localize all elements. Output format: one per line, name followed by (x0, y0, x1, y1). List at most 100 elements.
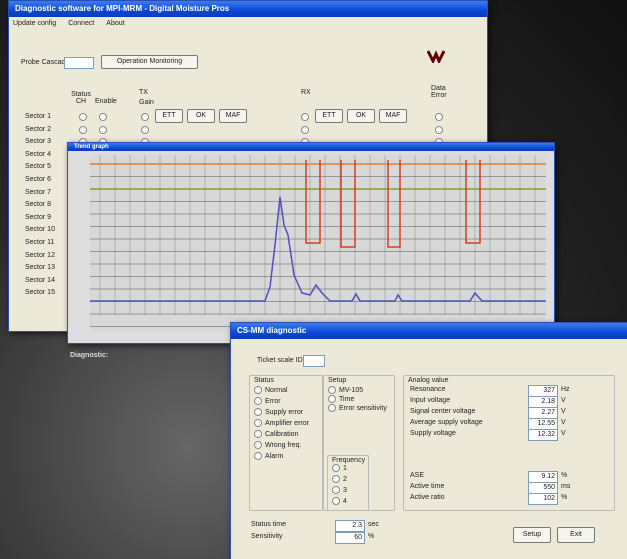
checkbox[interactable] (141, 125, 149, 134)
field-value: 2.3 (335, 520, 365, 532)
field-unit: % (561, 494, 568, 501)
checkbox[interactable] (301, 125, 309, 134)
sector-label: Sector 6 (25, 176, 52, 183)
checkbox[interactable] (99, 113, 107, 121)
menu-item[interactable]: Update config (13, 20, 57, 27)
option-label: Amplifier error (265, 419, 309, 427)
dialog-button[interactable]: Setup (513, 527, 551, 543)
column-header: RX (301, 89, 311, 96)
option[interactable]: MV-105 (328, 386, 363, 394)
field-unit: V (561, 408, 566, 415)
option[interactable]: Error (254, 397, 281, 405)
radio (254, 397, 262, 405)
sector-label: Sector 3 (25, 138, 52, 146)
scale-field[interactable] (303, 355, 325, 367)
probe-label: Probe Cascade (21, 59, 70, 66)
option[interactable]: Error sensitivity (328, 404, 387, 412)
operation-button[interactable]: Operation Monitoring (101, 55, 198, 69)
sector-label: Sector 10 (25, 226, 55, 234)
gain-button[interactable]: ETT (315, 109, 343, 123)
diagnostic-dialog: CS-MM diagnostic Ticket scale ID Status N… (230, 322, 627, 559)
gain-button[interactable]: MAF (219, 109, 247, 123)
radio (254, 408, 262, 416)
option-label: 2 (343, 475, 347, 483)
field-value: 12.32 (528, 429, 558, 441)
checkbox[interactable] (79, 125, 87, 134)
gain-button[interactable]: MAF (379, 109, 407, 123)
option[interactable]: Time (328, 395, 354, 403)
gain-button[interactable]: OK (347, 109, 375, 123)
sector-label: Sector 5 (25, 163, 52, 171)
checkbox[interactable] (435, 113, 443, 121)
field-label: Resonance (410, 386, 446, 393)
column-header: TX (139, 89, 148, 96)
column-header: Gain (139, 99, 154, 106)
checkbox[interactable] (301, 113, 309, 121)
radio (332, 497, 340, 505)
option-label: 3 (343, 486, 347, 494)
field-label: Status time (251, 521, 287, 528)
field-unit: ms (561, 483, 571, 490)
option-label: Alarm (265, 452, 284, 460)
option[interactable]: 3 (332, 486, 347, 494)
status-group: Status Normal Error Supply error Amplifier e… (249, 375, 323, 511)
radio (328, 404, 336, 412)
option[interactable]: Amplifier error (254, 419, 309, 427)
gain-button[interactable]: OK (187, 109, 215, 123)
option-label: Supply error (265, 408, 304, 416)
radio (254, 452, 262, 460)
option[interactable]: Calibration (254, 430, 298, 438)
menu-item[interactable]: About (106, 20, 125, 27)
option-label: Wrong freq. (265, 441, 302, 449)
field-unit: V (561, 419, 566, 426)
field-label: Input voltage (410, 397, 451, 404)
field-label: Signal center voltage (410, 408, 476, 415)
dialog-button[interactable]: Exit (557, 527, 595, 543)
sector-label: Sector 12 (25, 251, 55, 259)
checkbox[interactable] (99, 125, 107, 134)
menu-bar: Update config Connect About (13, 20, 137, 27)
field-label: Sensitivity (251, 533, 283, 540)
option-label: Error sensitivity (339, 404, 387, 412)
option[interactable]: Wrong freq. (254, 441, 301, 449)
sector-label: Sector 8 (25, 201, 52, 209)
field-unit: V (561, 397, 566, 404)
checkbox[interactable] (435, 125, 443, 134)
option-label: MV-105 (339, 386, 364, 394)
field-unit: % (561, 472, 568, 479)
radio (332, 464, 340, 472)
title-bar: Diagnostic software for MPI-MRM - Digita… (9, 1, 487, 17)
option-label: Normal (265, 386, 288, 394)
option[interactable]: 2 (332, 475, 347, 483)
radio (332, 486, 340, 494)
column-header: Data Error (431, 85, 447, 99)
option[interactable]: Supply error (254, 408, 303, 416)
menu-item[interactable]: Connect (68, 20, 95, 27)
checkbox[interactable] (79, 113, 87, 121)
field-unit: V (561, 430, 566, 437)
radio (254, 419, 262, 427)
option[interactable]: 4 (332, 497, 347, 505)
window-title: Diagnostic software for MPI-MRM - Digita… (15, 4, 230, 13)
checkbox[interactable] (141, 113, 149, 121)
field-unit: % (368, 533, 375, 540)
option[interactable]: 1 (332, 464, 347, 472)
field-value: 2.27 (528, 407, 558, 419)
field-label: ASE (410, 472, 425, 479)
field-label: Supply voltage (410, 430, 456, 437)
radio (328, 386, 336, 394)
scale-label: Ticket scale ID (257, 357, 303, 364)
option[interactable]: Normal (254, 386, 288, 394)
window-title: Trend graph (74, 144, 109, 150)
option[interactable]: Alarm (254, 452, 283, 460)
chart-window: Trend graph (67, 142, 555, 344)
radio (254, 386, 262, 394)
title-bar: Trend graph (68, 143, 554, 151)
gain-button[interactable]: ETT (155, 109, 183, 123)
probe-field[interactable] (64, 57, 94, 69)
sector-label: Sector 14 (25, 276, 55, 284)
radio (332, 475, 340, 483)
sector-label: Sector 11 (25, 239, 55, 246)
option-label: Error (265, 397, 281, 405)
